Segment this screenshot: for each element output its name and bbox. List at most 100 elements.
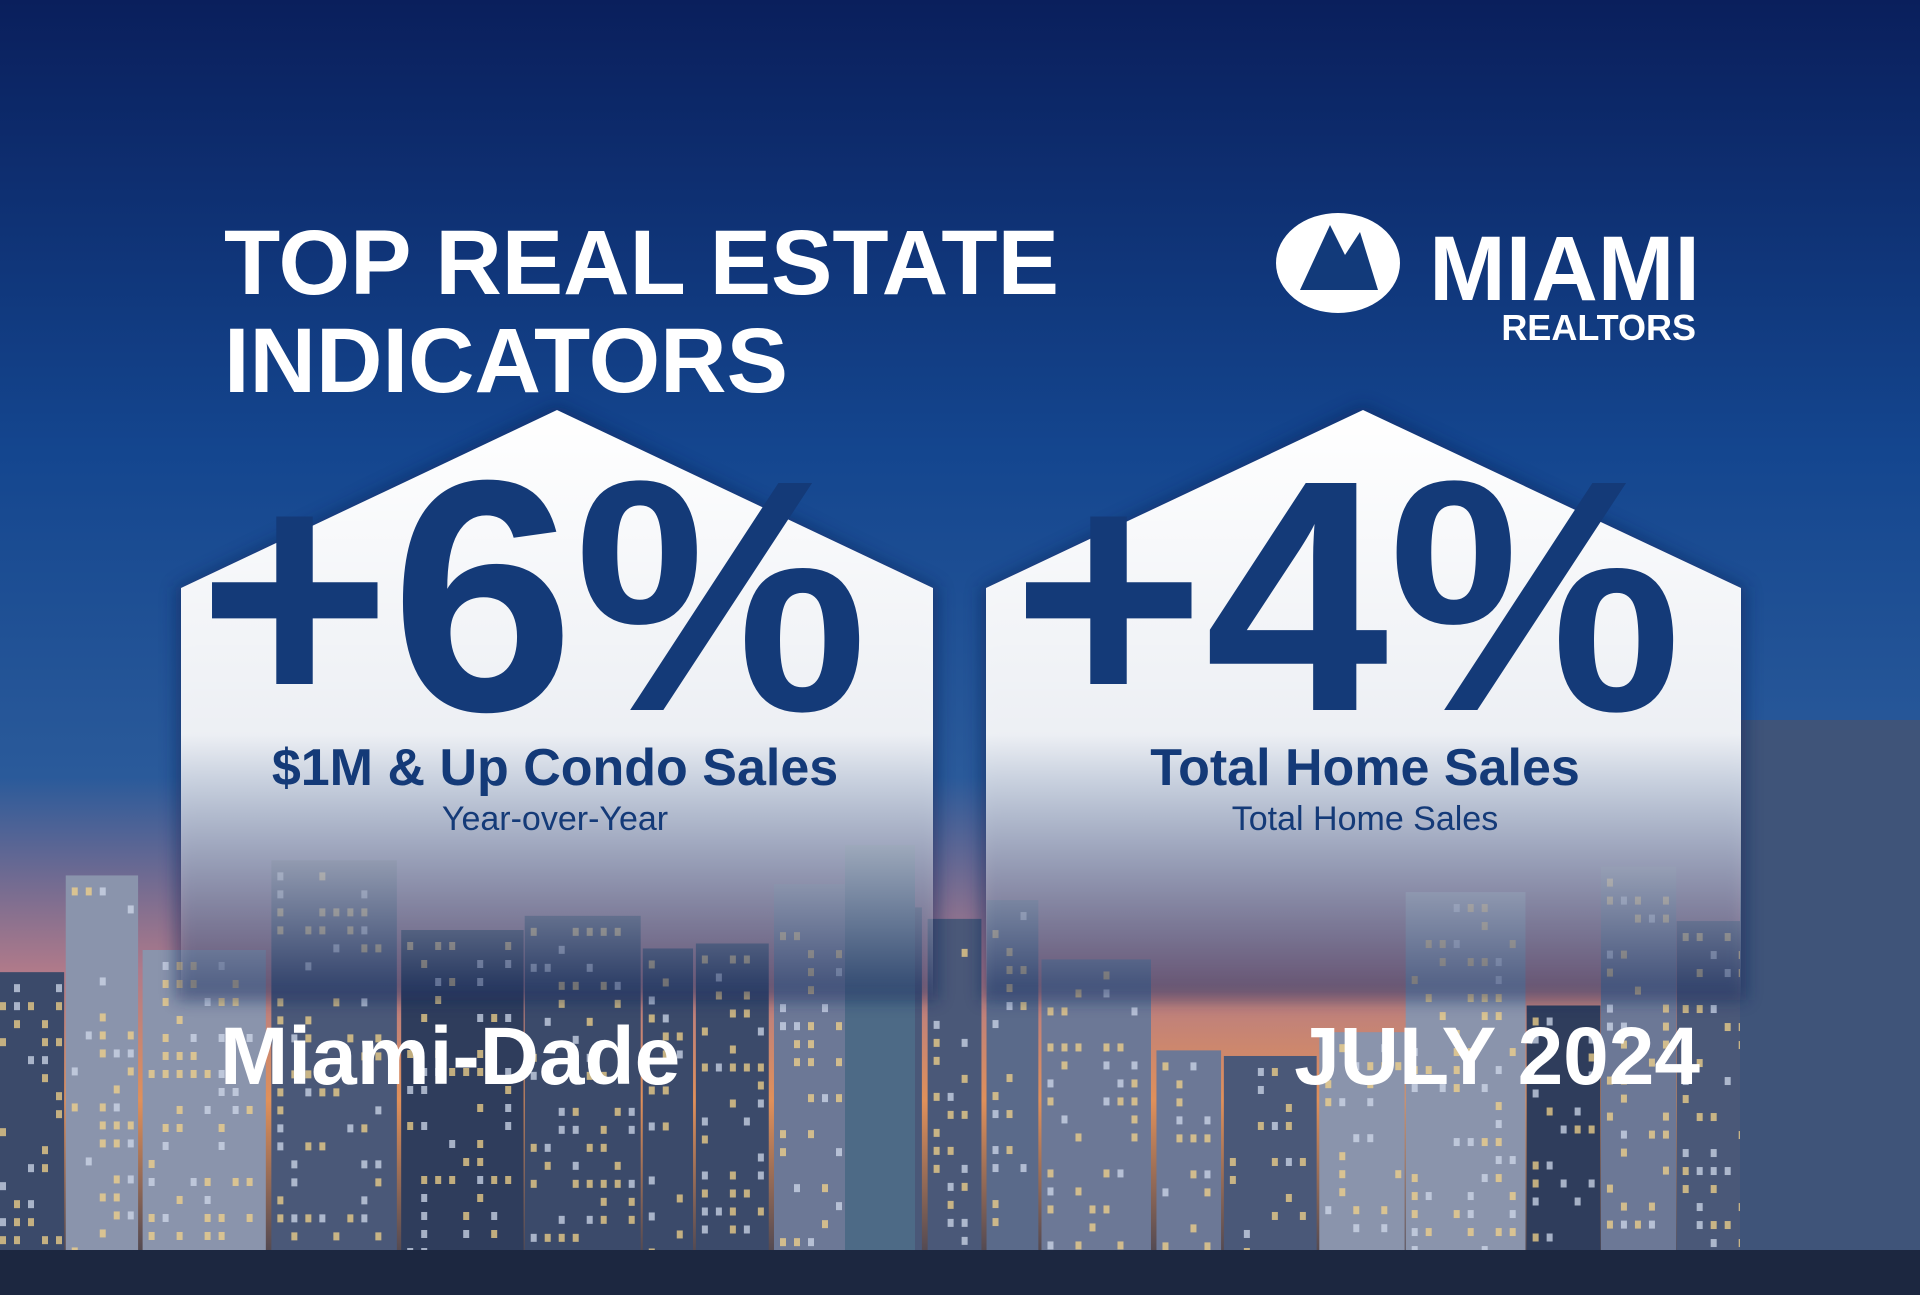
window — [1339, 1170, 1346, 1179]
window — [1648, 1202, 1655, 1211]
window — [246, 1213, 253, 1222]
window — [1648, 1220, 1655, 1229]
window — [505, 1013, 512, 1022]
window — [127, 1031, 134, 1040]
window — [127, 1175, 134, 1184]
window — [586, 1071, 593, 1080]
window — [176, 1051, 183, 1060]
window — [218, 1069, 225, 1078]
window — [218, 1213, 225, 1222]
window — [127, 1121, 134, 1130]
window — [1411, 1066, 1418, 1075]
window — [1696, 1113, 1703, 1122]
window — [701, 1063, 708, 1072]
window — [1367, 1062, 1374, 1071]
window — [1020, 1164, 1027, 1173]
window — [933, 1128, 940, 1137]
window — [793, 1058, 800, 1067]
window — [246, 1105, 253, 1114]
window — [807, 1022, 814, 1031]
window — [1724, 1167, 1731, 1176]
window — [1509, 1156, 1516, 1165]
window — [558, 1215, 565, 1224]
window — [961, 1110, 968, 1119]
window — [807, 1238, 814, 1247]
window — [176, 1195, 183, 1204]
window — [961, 1182, 968, 1191]
window — [743, 1063, 750, 1072]
window — [807, 1130, 814, 1139]
window — [1710, 1113, 1717, 1122]
window — [1176, 1098, 1183, 1107]
window — [1411, 1192, 1418, 1201]
window — [992, 1110, 999, 1119]
indicator-sublabel: Total Home Sales — [1232, 800, 1498, 838]
window — [56, 1038, 62, 1047]
window — [1271, 1067, 1278, 1076]
window — [435, 1067, 442, 1076]
window — [1724, 1077, 1731, 1086]
window — [113, 1085, 120, 1094]
window — [1006, 1110, 1013, 1119]
window — [1588, 1179, 1595, 1188]
window — [1190, 1224, 1197, 1233]
window — [127, 1139, 134, 1148]
window — [628, 1215, 635, 1224]
window — [277, 1196, 284, 1205]
window — [113, 1139, 120, 1148]
window — [176, 1069, 183, 1078]
window — [277, 1088, 284, 1097]
window — [1257, 1067, 1264, 1076]
window — [1546, 1107, 1553, 1116]
window — [821, 1220, 828, 1229]
window — [572, 1035, 579, 1044]
window — [1162, 1188, 1169, 1197]
window — [1131, 1115, 1138, 1124]
window — [1724, 1023, 1731, 1032]
window — [1411, 1228, 1418, 1237]
window — [701, 1117, 708, 1126]
window — [1411, 1084, 1418, 1093]
window — [1176, 1116, 1183, 1125]
window — [1425, 1066, 1432, 1075]
window — [992, 1164, 999, 1173]
window — [1696, 1059, 1703, 1068]
window — [558, 1233, 565, 1242]
window — [530, 1071, 537, 1080]
window — [961, 1218, 968, 1227]
window — [1006, 1074, 1013, 1083]
window — [463, 1067, 470, 1076]
window — [933, 1164, 940, 1173]
building — [1740, 720, 1920, 1295]
window — [1325, 1206, 1332, 1215]
window — [1648, 1130, 1655, 1139]
window — [1285, 1157, 1292, 1166]
window — [1367, 1080, 1374, 1089]
window — [361, 1214, 368, 1223]
window — [1089, 1205, 1096, 1214]
window — [1339, 1152, 1346, 1161]
window — [477, 1103, 484, 1112]
window — [505, 1085, 512, 1094]
window — [218, 1231, 225, 1240]
window — [992, 1146, 999, 1155]
window — [1532, 1035, 1539, 1044]
window — [676, 1050, 683, 1059]
title-line: INDICATORS — [224, 310, 788, 412]
window — [1381, 1062, 1388, 1071]
indicator-label: $1M & Up Condo Sales — [272, 739, 838, 797]
window — [246, 1177, 253, 1186]
window — [1353, 1062, 1360, 1071]
window — [291, 1034, 298, 1043]
window — [463, 1157, 470, 1166]
building — [142, 949, 266, 1295]
window — [361, 998, 368, 1007]
window — [779, 1238, 786, 1247]
window — [1682, 1149, 1689, 1158]
window — [947, 1182, 954, 1191]
window — [1606, 1004, 1613, 1013]
region: Miami-Dade — [220, 1011, 680, 1102]
window — [127, 1049, 134, 1058]
window — [793, 1238, 800, 1247]
window — [1481, 1012, 1488, 1021]
